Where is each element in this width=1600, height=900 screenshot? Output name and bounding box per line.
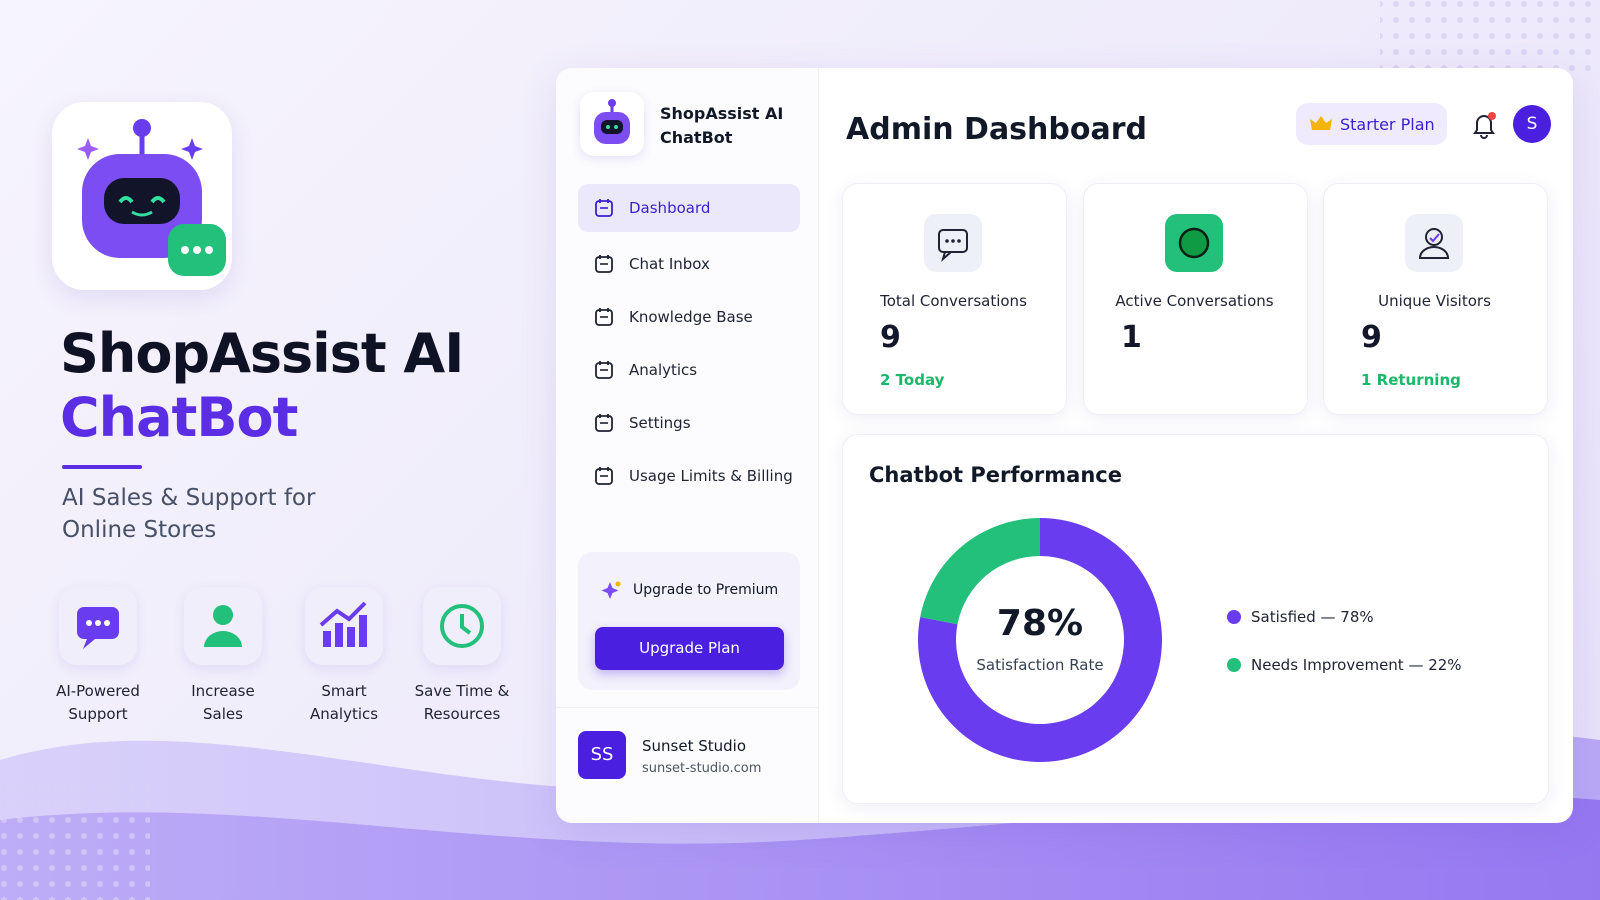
bell-icon[interactable]	[1470, 110, 1498, 140]
page-title: Admin Dashboard	[846, 112, 1147, 147]
robot-icon	[77, 119, 226, 276]
account-name: Sunset Studio	[642, 737, 747, 755]
feature-icon	[59, 587, 137, 665]
legend-label: Needs Improvement — 22%	[1251, 656, 1462, 674]
stat-label: Active Conversations	[1115, 292, 1274, 310]
feature-label: Increase	[191, 682, 255, 700]
upgrade-button[interactable]: Upgrade Plan	[595, 627, 784, 670]
hero-subtitle: Online Stores	[62, 517, 217, 543]
nav-label: Chat Inbox	[629, 255, 710, 273]
stat-icon	[1165, 214, 1223, 272]
feature-icon	[423, 587, 501, 665]
hero-title: ShopAssist AI	[60, 322, 464, 385]
feature-label: Analytics	[309, 705, 379, 723]
plan-label: Starter Plan	[1340, 115, 1435, 134]
stat-value: 9	[880, 320, 901, 355]
donut-center-label: Satisfaction Rate	[976, 656, 1104, 674]
nav-item[interactable]: Knowledge Base	[578, 293, 800, 341]
hero-subtitle: AI Sales & Support for	[62, 485, 316, 511]
feature-label: AI-Powered	[56, 682, 140, 700]
nav-item[interactable]: Settings	[578, 399, 800, 447]
feature-icon	[305, 587, 383, 665]
stat-label: Unique Visitors	[1378, 292, 1491, 310]
nav-item[interactable]: Usage Limits & Billing	[578, 452, 800, 500]
feature-label: Sales	[203, 705, 243, 723]
account-avatar: SS	[578, 731, 626, 779]
brand-name: ChatBot	[660, 128, 733, 147]
user-avatar[interactable]: S	[1513, 105, 1551, 143]
donut-segment	[918, 518, 1162, 762]
hero-title: ChatBot	[60, 386, 298, 449]
feature-label: Save Time &	[414, 682, 510, 700]
dot-pattern	[1380, 0, 1600, 80]
sparkle-icon	[601, 581, 621, 599]
plan-pill[interactable]: Starter Plan	[1296, 103, 1447, 145]
underline	[62, 465, 142, 469]
feature-label: Smart	[321, 682, 367, 700]
legend-dot	[1227, 610, 1241, 624]
nav-label: Usage Limits & Billing	[629, 467, 793, 485]
nav-label: Settings	[629, 414, 691, 432]
feature-icon	[184, 587, 262, 665]
brand-name: ShopAssist AI	[660, 104, 784, 123]
divider	[556, 707, 818, 708]
stat-note: 1 Returning	[1361, 371, 1461, 389]
stat-note: 2 Today	[880, 371, 945, 389]
stat-icon	[1405, 214, 1463, 272]
performance-title: Chatbot Performance	[869, 463, 1122, 487]
legend-label: Satisfied — 78%	[1251, 608, 1374, 626]
performance-card	[842, 434, 1549, 804]
upgrade-title: Upgrade to Premium	[633, 582, 779, 598]
stat-value: 1	[1121, 320, 1142, 355]
donut-segment	[920, 518, 1040, 625]
donut-chart	[918, 518, 1162, 762]
nav-item[interactable]: Dashboard	[578, 184, 800, 232]
brand-logo	[580, 92, 644, 156]
nav-item[interactable]: Chat Inbox	[578, 240, 800, 288]
account-domain: sunset-studio.com	[642, 761, 762, 776]
app-icon	[52, 102, 232, 290]
donut-center-value: 78%	[996, 603, 1084, 644]
feature-label: Support	[68, 705, 128, 723]
dot-pattern	[0, 780, 150, 900]
nav-item[interactable]: Analytics	[578, 346, 800, 394]
stat-label: Total Conversations	[880, 292, 1027, 310]
nav-label: Dashboard	[629, 199, 711, 217]
stat-value: 9	[1361, 320, 1382, 355]
nav-label: Knowledge Base	[629, 308, 753, 326]
nav-label: Analytics	[629, 361, 698, 379]
feature-label: Resources	[423, 705, 501, 723]
stat-icon	[924, 214, 982, 272]
legend-dot	[1227, 658, 1241, 672]
